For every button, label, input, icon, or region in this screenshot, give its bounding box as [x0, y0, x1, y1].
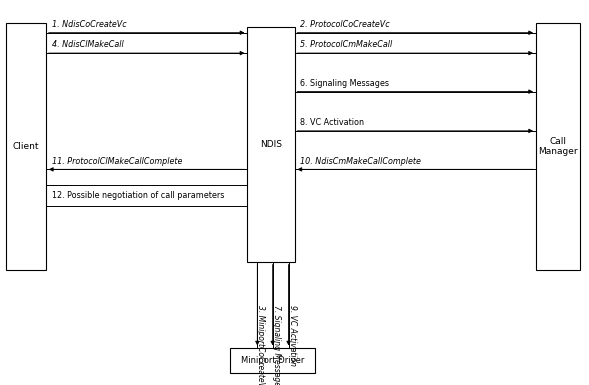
Text: 8. VC Activation: 8. VC Activation	[300, 118, 365, 127]
FancyBboxPatch shape	[247, 27, 294, 262]
FancyBboxPatch shape	[536, 23, 580, 269]
Text: 12. Possible negotiation of call parameters: 12. Possible negotiation of call paramet…	[52, 191, 224, 200]
FancyBboxPatch shape	[6, 23, 46, 269]
Text: 11. ProtocolClMakeCallComplete: 11. ProtocolClMakeCallComplete	[52, 157, 182, 166]
Text: Client: Client	[13, 142, 39, 151]
Text: 7. Signaling Messages: 7. Signaling Messages	[272, 305, 281, 385]
Text: 2. ProtocolCoCreateVc: 2. ProtocolCoCreateVc	[300, 20, 390, 29]
Text: 10. NdisCmMakeCallComplete: 10. NdisCmMakeCallComplete	[300, 157, 421, 166]
FancyBboxPatch shape	[230, 348, 315, 373]
Text: 9. VC Activation: 9. VC Activation	[287, 305, 297, 366]
Text: 1. NdisCoCreateVc: 1. NdisCoCreateVc	[52, 20, 127, 29]
Text: Call
Manager: Call Manager	[538, 137, 578, 156]
Text: NDIS: NDIS	[260, 140, 282, 149]
Text: 5. ProtocolCmMakeCall: 5. ProtocolCmMakeCall	[300, 40, 393, 49]
Text: 4. NdisClMakeCall: 4. NdisClMakeCall	[52, 40, 124, 49]
Text: 3. MiniportCoCreateVc: 3. MiniportCoCreateVc	[256, 305, 266, 385]
Text: Miniport Driver: Miniport Driver	[241, 357, 304, 365]
Text: 6. Signaling Messages: 6. Signaling Messages	[300, 79, 389, 88]
